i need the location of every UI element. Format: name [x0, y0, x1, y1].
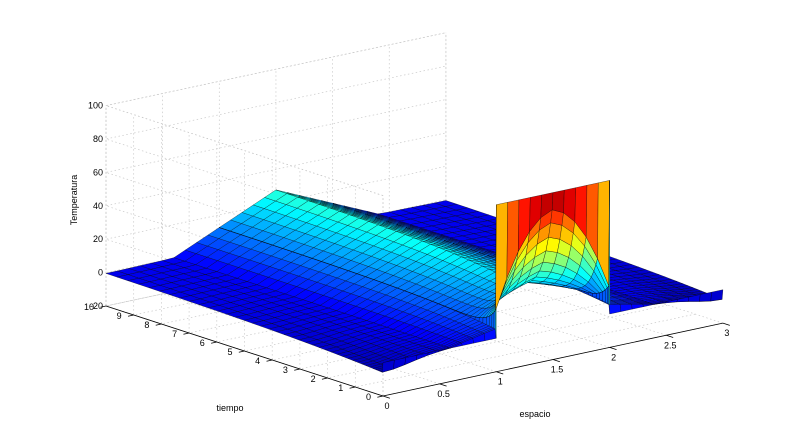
y-tick-label: 5: [227, 347, 232, 357]
y-tick: [155, 323, 162, 326]
y-tick: [183, 332, 190, 335]
y-tick-label: 2: [311, 374, 316, 384]
x-tick: [609, 347, 617, 351]
x-tick: [666, 334, 674, 338]
surface-cell: [602, 289, 606, 304]
x-tick-label: 2.5: [664, 340, 677, 350]
grid-line: [161, 123, 502, 325]
x-axis-label: espacio: [519, 409, 550, 419]
x-tick: [496, 371, 504, 375]
chart-labels: Temperatura espacio tiempo: [69, 175, 551, 419]
y-tick: [377, 395, 384, 398]
z-tick-label: 100: [88, 101, 103, 111]
grid-line: [332, 57, 610, 348]
surface-cell: [552, 189, 565, 213]
y-tick-label: 6: [200, 338, 205, 348]
x-tick: [382, 395, 391, 399]
surface-cell: [710, 289, 724, 302]
y-tick-label: 0: [366, 392, 371, 402]
x-tick-label: 2: [611, 352, 616, 362]
y-tick: [100, 305, 107, 308]
grid-line: [104, 32, 446, 196]
y-tick: [321, 377, 328, 380]
x-tick: [439, 383, 447, 387]
z-tick-label: 40: [93, 201, 103, 211]
x-tick-label: 1.5: [551, 365, 564, 375]
x-tick: [552, 359, 560, 363]
surface-cell: [619, 304, 633, 312]
surface-cell: [489, 314, 493, 328]
y-tick: [349, 386, 356, 389]
z-tick-label: 0: [98, 268, 103, 278]
grid-line: [133, 114, 474, 316]
z-tick-label: 20: [93, 234, 103, 244]
x-tick: [722, 322, 730, 326]
z-tick-label: 80: [93, 134, 103, 144]
y-tick-label: 9: [117, 311, 122, 321]
surface-cell: [548, 222, 563, 240]
y-tick: [127, 314, 134, 317]
grid-line: [188, 132, 530, 334]
z-tick-label: 60: [93, 167, 103, 177]
surface-cell: [605, 287, 608, 305]
z-tick-label: -20: [90, 301, 103, 311]
y-tick: [211, 341, 217, 344]
x-tick-label: 1: [498, 377, 503, 387]
x-tick-label: 0: [384, 401, 389, 411]
grid-line: [388, 44, 667, 336]
y-tick-label: 4: [255, 356, 260, 366]
y-tick-label: 7: [172, 329, 177, 339]
surface-plot: [105, 180, 724, 373]
z-axis-label: Temperatura: [69, 175, 79, 226]
x-tick-label: 0.5: [437, 389, 450, 399]
surface-cell: [631, 304, 644, 310]
grid-line: [216, 141, 557, 343]
y-tick-label: 10: [84, 302, 94, 312]
surface-cell: [642, 304, 655, 307]
chart-axes: 0 0.5 1 1.5 2 2.5 3 0 1 2 3 4 5 6 7 8 9 10-20 0 20 40 60 80 100: [84, 101, 730, 411]
y-tick-label: 8: [144, 320, 149, 330]
y-axis-label: tiempo: [216, 403, 243, 413]
surface-cell: [486, 315, 490, 327]
y-tick: [238, 350, 245, 353]
grid-line: [105, 105, 384, 196]
y-tick-label: 3: [283, 365, 288, 375]
x-tick-label: 3: [724, 328, 729, 338]
y-tick-label: 1: [338, 383, 343, 393]
surface-cell: [491, 311, 495, 329]
y-tick: [294, 368, 300, 371]
y-tick: [266, 359, 273, 362]
surface-cell: [608, 304, 622, 315]
